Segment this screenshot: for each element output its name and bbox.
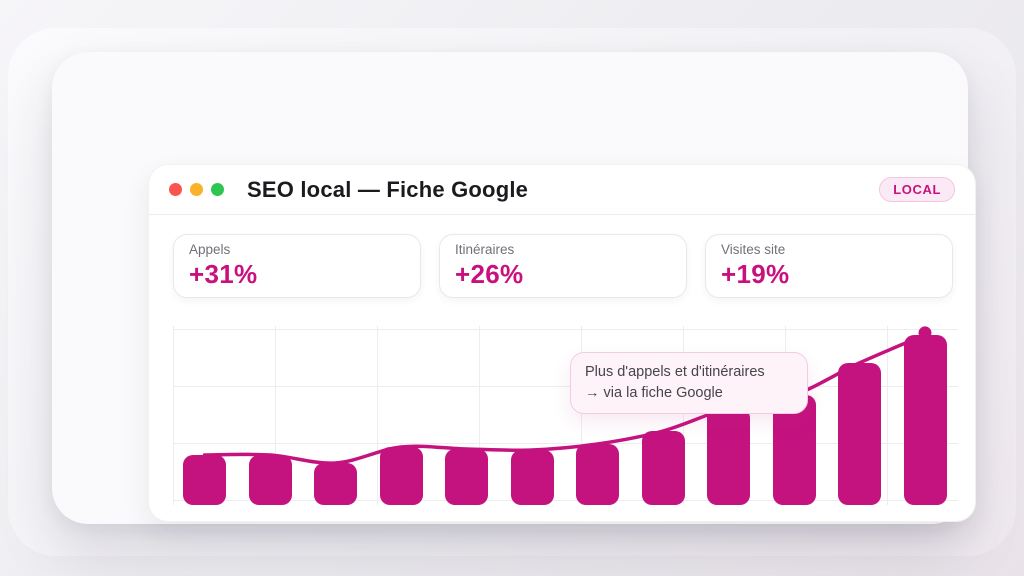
maximize-window-icon[interactable] [211,183,224,196]
window-controls [169,183,224,196]
trend-line [202,326,932,465]
bar[interactable] [248,455,292,505]
minimize-window-icon[interactable] [190,183,203,196]
local-badge: LOCAL [879,177,955,202]
bar[interactable] [445,449,488,505]
kpi-value: +31% [189,259,258,289]
window-header: SEO local — Fiche Google LOCAL [149,165,975,215]
tooltip-line-2: → via la fiche Google [585,385,723,402]
kpi-card-site-visits: Visites site +19% [705,234,953,298]
kpi-card-calls: Appels +31% [173,234,421,298]
page-title: SEO local — Fiche Google [247,176,529,202]
bar[interactable] [707,408,750,505]
bar[interactable] [379,447,423,505]
kpi-card-directions: Itinéraires +26% [439,234,687,298]
chart-annotation-tooltip: Plus d'appels et d'itinéraires → via la … [570,352,808,415]
tooltip-line-1: Plus d'appels et d'itinéraires [585,364,765,380]
kpi-value: +19% [721,259,790,289]
bar[interactable] [510,450,554,505]
kpi-label: Appels [189,242,231,257]
line-end-marker [918,326,932,340]
browser-window-card: SEO local — Fiche Google LOCAL Appels +3… [52,52,976,524]
bar[interactable] [314,463,357,505]
kpi-row: Appels +31% Itinéraires +26% Visites sit… [173,234,953,298]
bar[interactable] [641,431,685,505]
bar[interactable] [576,444,619,505]
close-window-icon[interactable] [169,183,182,196]
kpi-label: Visites site [721,242,786,257]
kpi-label: Itinéraires [455,242,515,257]
kpi-value: +26% [455,259,524,289]
bar[interactable] [183,455,226,505]
report-card: SEO local — Fiche Google LOCAL Appels +3… [148,164,976,522]
bar[interactable] [838,363,881,505]
bar-chart: Plus d'appels et d'itinéraires → via la … [173,326,958,505]
bar[interactable] [903,335,947,505]
